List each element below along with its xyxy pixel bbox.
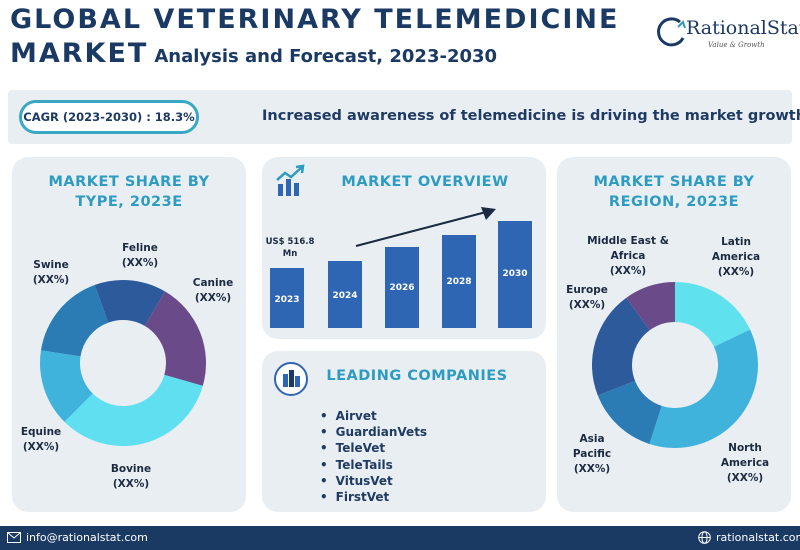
bar-2028 (442, 235, 476, 328)
region-label-europe-name: Europe (566, 284, 608, 296)
donut-slice-bovine (64, 374, 203, 446)
region-label-latin-america: Latin America (XX%) (706, 235, 766, 280)
region-label-north-america: North America (XX%) (712, 441, 778, 486)
leading-companies-title: LEADING COMPANIES (326, 368, 508, 384)
region-label-north-america-value: (XX%) (726, 472, 764, 484)
footer-bar: info@rationalstat.com rationalstat.com (0, 526, 800, 550)
region-label-asia-pacific: Asia Pacific (XX%) (566, 432, 618, 477)
bar-label-2028: 2028 (446, 277, 472, 288)
bar-2030 (498, 221, 532, 328)
bar-label-2023: 2023 (274, 295, 300, 306)
donut-slice-asia-pacific (597, 380, 662, 444)
region-label-latin-america-name: Latin America (711, 236, 761, 263)
region-share-title: MARKET SHARE BY REGION, 2023E (557, 172, 791, 212)
type-label-bovine-name: Bovine (110, 463, 152, 475)
title-market-word: MARKET (10, 38, 149, 69)
donut-slice-feline (94, 280, 166, 326)
growth-driver-text: Increased awareness of telemedicine is d… (262, 108, 800, 124)
type-share-donut-chart (40, 280, 206, 446)
type-label-canine: Canine (XX%) (187, 276, 239, 306)
donut-slice-europe (592, 297, 650, 396)
footer-website[interactable]: rationalstat.com (698, 531, 800, 544)
company-item: FirstVet (320, 489, 427, 505)
company-item: TeleTails (320, 457, 427, 473)
type-label-feline-value: (XX%) (121, 257, 159, 269)
type-label-swine-name: Swine (33, 259, 69, 271)
trend-arrow (355, 207, 496, 247)
region-label-north-america-name: North America (720, 442, 770, 469)
company-item: VitusVet (320, 473, 427, 489)
buildings-icon (274, 362, 308, 396)
donut-slice-canine (144, 291, 206, 386)
region-label-europe-value: (XX%) (568, 299, 606, 311)
type-label-feline-name: Feline (122, 242, 158, 254)
growth-chart-icon (276, 164, 305, 196)
cagr-badge: CAGR (2023-2030) : 18.3% (19, 100, 199, 134)
type-label-equine-value: (XX%) (22, 441, 60, 453)
region-label-europe: Europe (XX%) (562, 283, 612, 313)
bar-label-2030: 2030 (502, 269, 528, 280)
region-label-asia-pacific-value: (XX%) (573, 463, 611, 475)
type-label-canine-value: (XX%) (194, 292, 232, 304)
region-label-middle-east-africa: Middle East & Africa (XX%) (586, 234, 670, 279)
region-label-asia-pacific-name: Asia Pacific (572, 433, 612, 460)
region-share-title-line2: REGION, 2023E (608, 194, 740, 210)
company-item: GuardianVets (320, 424, 427, 440)
donut-slice-north-america (649, 329, 758, 448)
donut-slice-middle-east-africa (626, 282, 675, 331)
bar-annotation-2023: US$ 516.8 Mn (265, 237, 315, 259)
companies-list: Airvet GuardianVets TeleVet TeleTails Vi… (320, 408, 427, 505)
region-share-donut-chart (592, 282, 758, 448)
donut-slice-latin-america (675, 282, 751, 347)
company-item: Airvet (320, 408, 427, 424)
mail-icon (7, 532, 21, 543)
type-label-swine-value: (XX%) (32, 274, 70, 286)
type-label-canine-name: Canine (192, 277, 234, 289)
footer-website-text: rationalstat.com (716, 531, 800, 544)
page-title: GLOBAL VETERINARY TELEMEDICINE (10, 4, 620, 35)
company-item: TeleVet (320, 440, 427, 456)
globe-icon (698, 531, 711, 544)
type-share-title: MARKET SHARE BY TYPE, 2023E (12, 172, 246, 212)
bar-label-2024: 2024 (332, 291, 358, 302)
donut-slice-equine (40, 350, 93, 422)
bar-2024 (328, 261, 362, 328)
type-label-swine: Swine (XX%) (26, 258, 76, 288)
footer-email-text: info@rationalstat.com (26, 531, 148, 544)
region-share-title-line1: MARKET SHARE BY (593, 174, 755, 190)
market-overview-title: MARKET OVERVIEW (341, 174, 509, 190)
title-analysis-text: Analysis and Forecast, 2023-2030 (154, 46, 498, 67)
region-label-mea-name: Middle East & Africa (587, 235, 669, 262)
logo-arc-icon (657, 17, 686, 47)
type-label-bovine-value: (XX%) (112, 478, 150, 490)
type-label-equine-name: Equine (20, 426, 62, 438)
region-label-latin-america-value: (XX%) (717, 266, 755, 278)
type-share-title-line1: MARKET SHARE BY (48, 174, 210, 190)
logo-tagline: Value & Growth (708, 41, 765, 49)
rationalstat-logo: RationalStat Value & Growth (656, 14, 800, 54)
type-label-equine: Equine (XX%) (16, 425, 66, 455)
footer-email[interactable]: info@rationalstat.com (7, 531, 148, 544)
donut-slice-swine (40, 285, 109, 357)
bar-2023 (270, 268, 304, 328)
type-share-title-line2: TYPE, 2023E (75, 194, 183, 210)
region-label-mea-value: (XX%) (609, 265, 647, 277)
bar-2026 (385, 247, 419, 328)
logo-name: RationalStat (686, 17, 800, 39)
page-subtitle: MARKET Analysis and Forecast, 2023-2030 (10, 38, 497, 69)
bar-label-2026: 2026 (389, 283, 415, 294)
type-label-bovine: Bovine (XX%) (104, 462, 158, 492)
type-label-feline: Feline (XX%) (118, 241, 162, 271)
